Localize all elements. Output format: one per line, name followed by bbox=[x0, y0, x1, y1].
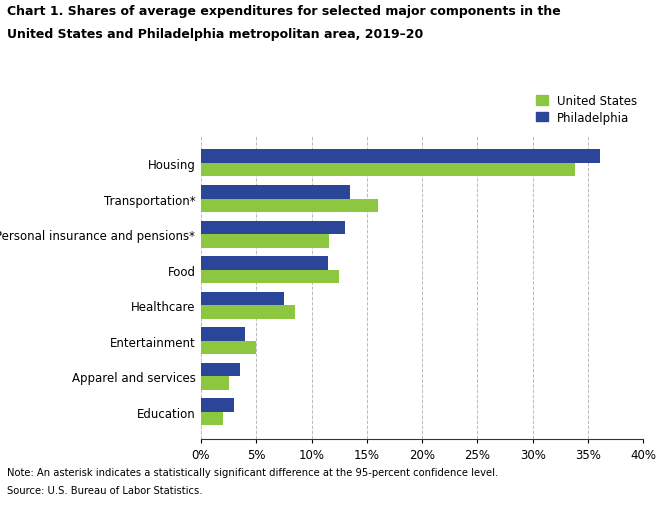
Bar bbox=[201, 221, 345, 235]
Bar bbox=[201, 328, 245, 341]
Bar bbox=[201, 398, 234, 412]
Text: Note: An asterisk indicates a statistically significant difference at the 95-per: Note: An asterisk indicates a statistica… bbox=[7, 467, 498, 477]
Bar bbox=[201, 270, 339, 284]
Bar bbox=[201, 150, 600, 164]
Text: Source: U.S. Bureau of Labor Statistics.: Source: U.S. Bureau of Labor Statistics. bbox=[7, 485, 202, 495]
Bar bbox=[201, 257, 328, 270]
Bar bbox=[201, 164, 575, 177]
Bar bbox=[201, 377, 228, 390]
Bar bbox=[201, 412, 223, 426]
Bar bbox=[201, 292, 284, 306]
Legend: United States, Philadelphia: United States, Philadelphia bbox=[536, 95, 637, 124]
Bar bbox=[201, 235, 329, 248]
Text: Chart 1. Shares of average expenditures for selected major components in the: Chart 1. Shares of average expenditures … bbox=[7, 5, 560, 18]
Bar bbox=[201, 363, 240, 377]
Bar bbox=[201, 306, 295, 319]
Text: United States and Philadelphia metropolitan area, 2019–20: United States and Philadelphia metropoli… bbox=[7, 28, 423, 41]
Bar bbox=[201, 199, 378, 213]
Bar bbox=[201, 186, 350, 199]
Bar bbox=[201, 341, 256, 355]
